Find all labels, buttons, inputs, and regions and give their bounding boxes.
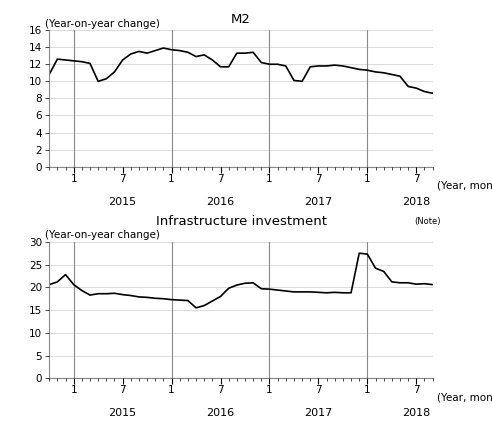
Text: (Year, month): (Year, month) [437,180,492,190]
Text: 2017: 2017 [304,197,333,207]
Text: 2016: 2016 [207,408,235,418]
Text: 2017: 2017 [304,408,333,418]
Text: (Year, month): (Year, month) [437,392,492,402]
Text: Infrastructure investment: Infrastructure investment [155,215,327,228]
Text: (Year-on-year change): (Year-on-year change) [45,19,160,29]
Title: M2: M2 [231,13,251,26]
Text: 2015: 2015 [109,408,137,418]
Text: 2018: 2018 [402,197,430,207]
Text: (Year-on-year change): (Year-on-year change) [45,230,160,240]
Text: 2016: 2016 [207,197,235,207]
Text: (Note): (Note) [414,217,440,226]
Text: 2015: 2015 [109,197,137,207]
Text: 2018: 2018 [402,408,430,418]
